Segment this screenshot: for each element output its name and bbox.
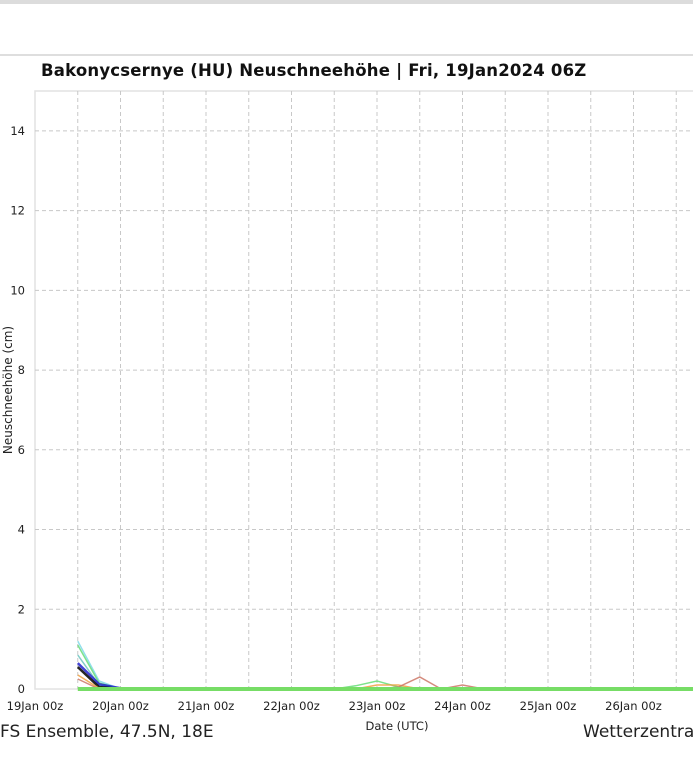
y-tick-label: 14 [10,124,25,138]
header-divider [0,54,693,56]
chart-title: Bakonycsernye (HU) Neuschneehöhe | Fri, … [41,61,587,80]
y-tick-label: 12 [10,204,25,218]
x-tick-label: 21Jan 00z [178,699,235,713]
x-tick-label: 26Jan 00z [605,699,662,713]
y-axis-label: Neuschneehöhe (cm) [1,326,15,454]
plot-frame [34,90,693,690]
y-tick-label: 8 [18,363,25,377]
x-tick-label: 22Jan 00z [263,699,320,713]
y-tick-label: 4 [18,523,25,537]
y-tick-label: 0 [18,682,25,696]
browser-top-bar [0,0,693,4]
x-tick-label: 23Jan 00z [349,699,406,713]
x-tick-label: 20Jan 00z [92,699,149,713]
footer-source: Wetterzentra [583,722,693,742]
y-tick-label: 10 [10,283,25,297]
x-tick-label: 25Jan 00z [520,699,577,713]
x-axis-label: Date (UTC) [366,719,429,733]
x-tick-label: 24Jan 00z [434,699,491,713]
y-tick-label: 6 [18,443,25,457]
ensemble-member-line [77,644,693,690]
footer-model-info: FS Ensemble, 47.5N, 18E [0,722,214,742]
x-tick-label: 19Jan 00z [7,699,64,713]
ensemble-member-line [77,674,693,690]
ensemble-member-line [77,640,693,690]
y-tick-label: 2 [18,602,25,616]
